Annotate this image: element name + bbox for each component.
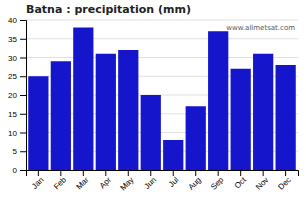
x-tick: Nov: [254, 170, 270, 192]
y-tick: 40: [8, 16, 26, 25]
x-tick-label: Jan: [30, 175, 45, 190]
x-tick-label: Sep: [209, 175, 226, 192]
x-tick: Feb: [52, 170, 69, 191]
x-tick-label: Apr: [98, 175, 113, 190]
y-tick: 25: [8, 72, 26, 81]
y-tick-label: 30: [8, 54, 17, 63]
plot: 0 5 10 15 20 25 30 35 40 Jan Feb Mar Apr May Jun Jul Aug…: [8, 16, 298, 192]
y-tick-mark: [20, 39, 26, 40]
x-tick: Oct: [233, 170, 249, 191]
x-tick: May: [118, 170, 135, 192]
x-tick: Apr: [98, 170, 113, 191]
y-tick-label: 25: [8, 72, 17, 81]
y-tick-label: 5: [13, 147, 18, 156]
y-tick: 0: [13, 166, 26, 175]
x-tick: Jun: [142, 170, 157, 191]
x-tick: Sep: [209, 170, 226, 192]
x-tick-label: Mar: [74, 175, 90, 191]
y-tick-label: 10: [8, 129, 17, 138]
y-tick-mark: [20, 95, 26, 96]
y-tick: 35: [8, 35, 26, 44]
x-tick: Aug: [187, 170, 203, 192]
x-tick-label: Nov: [254, 175, 270, 191]
y-tick-mark: [20, 151, 26, 152]
bar: [141, 95, 161, 170]
y-tick-mark: [20, 58, 26, 59]
y-tick-mark: [20, 133, 26, 134]
bar: [28, 76, 48, 170]
x-tick-label: Oct: [233, 175, 249, 191]
x-tick: Mar: [74, 170, 90, 191]
y-tick: 15: [8, 110, 26, 119]
bar: [96, 54, 116, 170]
x-tick-label: Dec: [276, 175, 292, 191]
y-tick-label: 35: [8, 35, 17, 44]
x-tick: Jul: [167, 170, 181, 189]
title: Batna : precipitation (mm): [26, 3, 191, 16]
bar: [51, 61, 71, 170]
y-tick-mark: [20, 76, 26, 77]
bar: [163, 140, 183, 170]
grid-line: [26, 20, 298, 21]
bar: [73, 28, 93, 171]
y-tick-label: 0: [13, 166, 18, 175]
y-tick-mark: [20, 20, 26, 21]
y-tick: 10: [8, 129, 26, 138]
chart: 0 5 10 15 20 25 30 35 40 Jan Feb Mar Apr May Jun Jul Aug…: [0, 0, 306, 200]
bar: [276, 65, 296, 170]
grid-line: [26, 38, 298, 39]
y-axis-line: [20, 21, 27, 171]
y-tick-label: 15: [8, 110, 17, 119]
x-tick-label: Jul: [167, 175, 181, 189]
y-tick-label: 40: [8, 16, 17, 25]
x-tick: Jan: [30, 170, 45, 191]
bar: [186, 106, 206, 170]
x-axis-line: [27, 171, 299, 177]
bar: [231, 69, 251, 170]
y-tick-mark: [20, 114, 26, 115]
bar: [118, 50, 138, 170]
x-tick-label: Feb: [52, 175, 69, 192]
x-tick-label: Jun: [142, 175, 157, 190]
bar: [253, 54, 273, 170]
y-tick: 30: [8, 54, 26, 63]
annotation: www.allmetsat.com: [226, 24, 295, 32]
bar: [208, 31, 228, 170]
x-tick-label: May: [118, 175, 135, 192]
bars: [28, 28, 296, 171]
x-tick-label: Aug: [187, 175, 203, 191]
grid: [26, 20, 298, 170]
y-tick: 5: [13, 147, 26, 156]
y-tick: 20: [8, 91, 26, 100]
y-tick-mark: [20, 170, 26, 171]
x-axis: Jan Feb Mar Apr May Jun Jul Aug Sep Oct Nov Dec: [27, 170, 299, 192]
y-tick-label: 20: [8, 91, 17, 100]
x-tick: Dec: [276, 170, 292, 192]
y-axis: 0 5 10 15 20 25 30 35 40: [8, 16, 26, 175]
